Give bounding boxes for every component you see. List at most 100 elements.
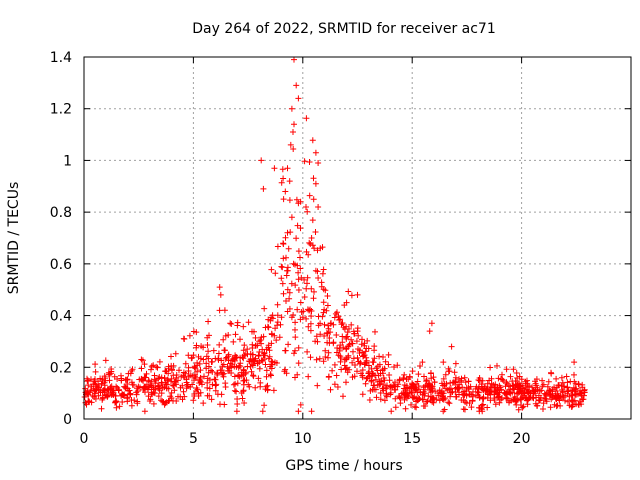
data-point-marker <box>346 325 352 332</box>
data-point-marker <box>421 373 427 380</box>
data-point-marker <box>212 387 219 394</box>
data-point-marker <box>286 289 293 296</box>
data-point-marker <box>124 395 131 402</box>
data-point-marker <box>274 243 281 250</box>
data-point-marker <box>205 318 212 325</box>
data-point-marker <box>272 359 278 366</box>
data-point-marker <box>480 401 486 408</box>
data-point-marker <box>214 371 221 378</box>
data-point-marker <box>134 400 141 407</box>
data-point-marker <box>187 384 194 390</box>
data-point-marker <box>386 372 393 378</box>
data-point-marker <box>310 295 317 302</box>
data-point-marker <box>215 355 222 362</box>
data-point-marker <box>470 388 476 395</box>
data-point-marker <box>331 381 338 388</box>
data-point-marker <box>436 397 443 404</box>
data-point-marker <box>354 368 360 375</box>
data-point-marker <box>154 364 161 371</box>
data-point-marker <box>304 348 311 355</box>
data-point-marker <box>315 204 322 210</box>
data-point-marker <box>125 387 132 394</box>
data-point-marker <box>577 390 584 397</box>
data-point-marker <box>452 385 459 392</box>
data-point-marker <box>168 389 175 396</box>
data-point-marker <box>197 389 204 396</box>
data-point-marker <box>404 392 411 399</box>
data-point-marker <box>273 337 280 344</box>
data-point-marker <box>219 363 226 370</box>
data-point-marker <box>222 332 229 339</box>
data-point-marker <box>190 328 197 335</box>
data-point-marker <box>394 383 401 390</box>
data-point-marker <box>239 395 246 402</box>
data-point-marker <box>268 330 275 337</box>
data-point-marker <box>376 378 383 385</box>
data-point-marker <box>355 346 361 352</box>
data-point-marker <box>491 388 497 394</box>
data-point-marker <box>336 317 343 323</box>
data-point-marker <box>212 382 219 389</box>
data-point-marker <box>263 346 270 353</box>
data-point-marker <box>106 377 113 384</box>
data-point-marker <box>314 268 321 275</box>
data-point-marker <box>240 323 247 330</box>
data-point-marker <box>562 397 568 404</box>
data-point-marker <box>429 387 436 394</box>
data-point-marker <box>388 383 394 390</box>
data-point-marker <box>385 361 392 368</box>
data-point-marker <box>514 378 521 384</box>
data-point-marker <box>261 402 268 409</box>
data-point-marker <box>549 388 556 395</box>
data-point-marker <box>288 105 295 112</box>
data-point-marker <box>268 358 275 365</box>
data-point-marker <box>193 385 200 391</box>
data-point-marker <box>121 392 127 399</box>
data-point-marker <box>153 363 160 370</box>
data-point-marker <box>439 393 446 400</box>
data-point-marker <box>392 379 398 386</box>
data-point-marker <box>458 397 465 403</box>
data-point-marker <box>492 401 499 408</box>
data-point-marker <box>260 185 267 192</box>
data-point-marker <box>261 356 267 363</box>
data-point-marker <box>575 380 582 387</box>
data-point-marker <box>168 367 175 374</box>
data-point-marker <box>260 333 267 340</box>
data-point-marker <box>256 365 263 372</box>
data-point-marker <box>540 400 547 407</box>
data-point-marker <box>209 381 216 388</box>
data-point-marker <box>482 383 488 390</box>
data-point-marker <box>447 393 454 400</box>
data-point-marker <box>168 395 175 401</box>
data-point-marker <box>195 353 202 360</box>
data-point-marker <box>284 286 291 293</box>
data-point-marker <box>263 373 270 380</box>
data-point-marker <box>236 373 243 380</box>
data-point-marker <box>554 402 561 409</box>
data-point-marker <box>430 374 437 381</box>
data-point-marker <box>327 386 334 393</box>
data-point-marker <box>515 406 522 413</box>
data-point-marker <box>475 385 482 392</box>
data-point-marker <box>264 387 271 394</box>
y-tick-label: 1 <box>63 153 72 169</box>
data-point-marker <box>282 234 289 241</box>
data-point-marker <box>308 285 315 292</box>
data-point-marker <box>274 319 281 326</box>
data-point-marker <box>507 373 514 380</box>
data-point-marker <box>171 387 178 394</box>
data-point-marker <box>420 396 427 403</box>
data-point-marker <box>438 388 445 395</box>
data-point-marker <box>322 287 329 294</box>
data-point-marker <box>138 356 145 363</box>
data-point-marker <box>95 378 102 385</box>
data-point-marker <box>288 314 295 321</box>
data-point-marker <box>348 321 355 328</box>
data-point-marker <box>446 386 453 393</box>
data-point-marker <box>339 320 346 326</box>
data-point-marker <box>112 399 118 406</box>
data-point-marker <box>309 242 316 249</box>
data-point-marker <box>319 313 326 320</box>
